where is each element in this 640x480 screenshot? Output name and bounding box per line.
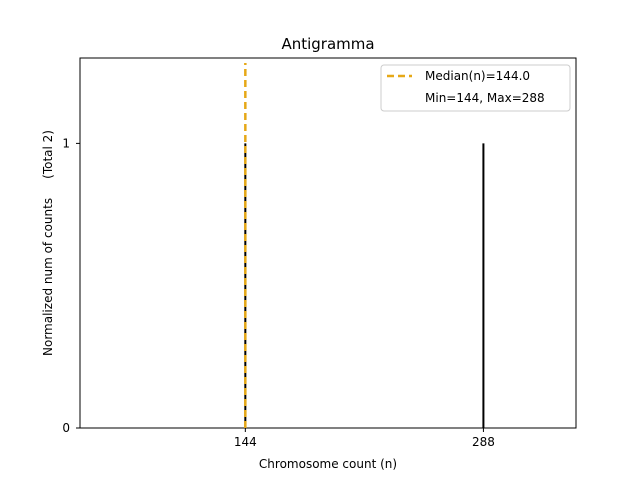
x-tick-label: 288	[472, 435, 495, 449]
y-axis-label: Normalized num of counts (Total 2)	[41, 130, 55, 356]
y-tick-label: 0	[62, 421, 70, 435]
plot-frame	[79, 57, 577, 429]
legend-entry-minmax: Min=144, Max=288	[425, 91, 545, 105]
chart-title: Antigramma	[281, 35, 374, 53]
x-tick-label: 144	[234, 435, 257, 449]
y-ticks: 01	[62, 136, 80, 435]
x-axis-label: Chromosome count (n)	[259, 457, 397, 471]
legend-box	[380, 64, 571, 112]
legend-entry-median: Median(n)=144.0	[425, 69, 530, 83]
y-tick-label: 1	[62, 136, 70, 150]
x-ticks: 144 288	[234, 428, 495, 449]
legend: Median(n)=144.0 Min=144, Max=288	[380, 64, 571, 112]
